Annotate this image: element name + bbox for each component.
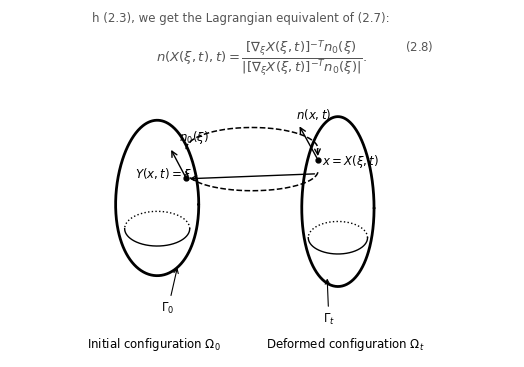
Text: Initial configuration $\Omega_0$: Initial configuration $\Omega_0$	[87, 337, 221, 353]
Text: $n(X(\xi,t),t)=\dfrac{[\nabla_\xi X(\xi,t)]^{-T}n_0(\xi)}{|[\nabla_\xi X(\xi,t)]: $n(X(\xi,t),t)=\dfrac{[\nabla_\xi X(\xi,…	[157, 39, 367, 79]
Text: $(2.8)$: $(2.8)$	[405, 39, 434, 54]
Text: $\Gamma_0$: $\Gamma_0$	[161, 269, 178, 316]
Text: $x=X(\xi,t)$: $x=X(\xi,t)$	[322, 153, 379, 170]
Text: $Y(x,t)=\xi$: $Y(x,t)=\xi$	[136, 166, 192, 183]
Text: h (2.3), we get the Lagrangian equivalent of (2.7):: h (2.3), we get the Lagrangian equivalen…	[92, 12, 390, 25]
Text: $n_0(\xi)$: $n_0(\xi)$	[179, 128, 209, 146]
Text: $\Gamma_t$: $\Gamma_t$	[323, 280, 335, 327]
Text: Deformed configuration $\Omega_t$: Deformed configuration $\Omega_t$	[266, 337, 424, 353]
Text: $n(x,t)$: $n(x,t)$	[297, 107, 332, 122]
